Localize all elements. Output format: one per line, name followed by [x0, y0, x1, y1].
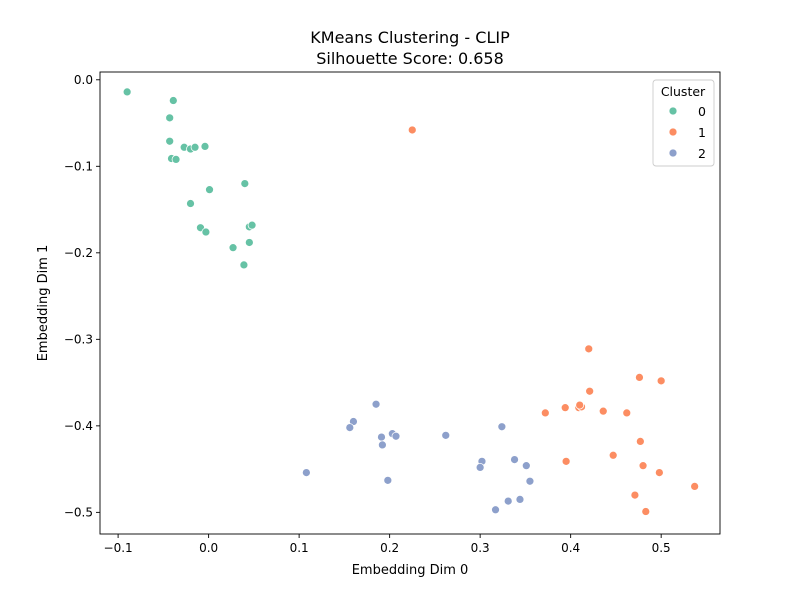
data-point-cluster-2 [525, 476, 535, 486]
data-point-cluster-1 [638, 461, 648, 471]
data-point-cluster-2 [378, 440, 387, 450]
chart-title: KMeans Clustering - CLIP [310, 28, 510, 47]
data-point-cluster-2 [377, 432, 386, 442]
data-points [122, 87, 700, 516]
data-point-cluster-2 [371, 399, 381, 409]
y-axis-label: Embedding Dim 1 [36, 245, 51, 362]
x-tick-label: −0.1 [104, 541, 133, 555]
data-point-cluster-2 [497, 422, 507, 432]
data-point-cluster-0 [244, 238, 254, 247]
data-point-cluster-1 [635, 373, 644, 382]
y-tick-label: −0.1 [64, 159, 93, 173]
data-point-cluster-1 [584, 344, 594, 354]
data-point-cluster-2 [515, 495, 525, 504]
data-point-cluster-0 [171, 155, 181, 164]
data-point-cluster-0 [205, 185, 214, 195]
data-point-cluster-0 [247, 220, 257, 230]
legend-marker [668, 148, 678, 158]
data-point-cluster-2 [383, 475, 393, 485]
legend-marker [668, 106, 678, 116]
data-point-cluster-1 [561, 456, 571, 466]
data-point-cluster-0 [190, 142, 200, 152]
data-point-cluster-0 [165, 136, 175, 146]
data-point-cluster-1 [630, 490, 640, 500]
y-tick-label: −0.5 [64, 505, 93, 519]
y-axis-ticks: 0.0 −0.1 −0.2 −0.3 −0.4 −0.5 [64, 73, 100, 519]
data-point-cluster-1 [575, 400, 585, 410]
x-tick-label: 0.2 [380, 541, 399, 555]
x-tick-label: 0.0 [199, 541, 218, 555]
x-tick-label: 0.3 [471, 541, 490, 555]
data-point-cluster-0 [200, 142, 210, 151]
y-tick-label: −0.2 [64, 246, 93, 260]
data-point-cluster-2 [491, 505, 500, 515]
data-point-cluster-0 [165, 113, 175, 123]
data-point-cluster-0 [240, 179, 250, 188]
data-point-cluster-2 [301, 468, 311, 477]
legend: Cluster 0 1 2 [652, 79, 715, 167]
x-axis-ticks: −0.1 0.0 0.1 0.2 0.3 0.4 0.5 [104, 534, 671, 555]
data-point-cluster-1 [654, 468, 664, 477]
x-tick-label: 0.1 [290, 541, 309, 555]
legend-items: 0 1 2 [668, 104, 706, 161]
legend-label: 1 [698, 125, 706, 140]
y-tick-label: −0.4 [64, 419, 93, 433]
data-point-cluster-2 [510, 455, 519, 464]
legend-marker [668, 127, 678, 137]
data-point-cluster-0 [122, 87, 132, 97]
data-point-cluster-2 [441, 430, 451, 440]
data-point-cluster-1 [540, 408, 550, 418]
data-point-cluster-1 [656, 376, 666, 386]
data-point-cluster-1 [598, 406, 608, 416]
data-point-cluster-0 [239, 260, 249, 270]
y-tick-label: 0.0 [74, 73, 93, 87]
y-tick-label: −0.3 [64, 332, 93, 346]
data-point-cluster-2 [345, 423, 355, 432]
data-point-cluster-0 [201, 227, 211, 237]
x-tick-label: 0.5 [652, 541, 671, 555]
data-point-cluster-1 [690, 482, 700, 491]
data-point-cluster-2 [503, 496, 513, 506]
data-point-cluster-2 [521, 461, 531, 471]
legend-box [652, 79, 715, 167]
data-point-cluster-1 [407, 125, 417, 135]
data-point-cluster-2 [475, 463, 485, 472]
chart-subtitle: Silhouette Score: 0.658 [316, 49, 504, 68]
data-point-cluster-1 [585, 386, 595, 396]
data-point-cluster-1 [560, 403, 570, 413]
legend-label: 0 [698, 104, 706, 119]
data-point-cluster-1 [608, 450, 618, 460]
data-point-cluster-2 [391, 431, 401, 441]
legend-label: 2 [698, 146, 706, 161]
legend-title: Cluster [661, 84, 706, 99]
x-tick-label: 0.4 [561, 541, 580, 555]
data-point-cluster-0 [228, 243, 238, 253]
data-point-cluster-0 [168, 96, 178, 105]
plot-frame [99, 71, 721, 535]
data-point-cluster-0 [186, 199, 195, 208]
data-point-cluster-1 [635, 437, 645, 446]
data-point-cluster-1 [641, 507, 651, 516]
x-axis-label: Embedding Dim 0 [352, 563, 469, 578]
data-point-cluster-1 [622, 408, 632, 418]
